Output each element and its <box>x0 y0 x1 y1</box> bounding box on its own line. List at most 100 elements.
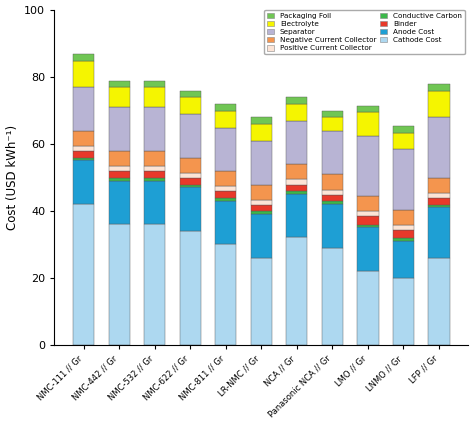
Bar <box>180 97 201 114</box>
Bar <box>428 204 450 207</box>
Bar <box>180 91 201 97</box>
Bar <box>357 271 379 345</box>
Bar <box>215 111 237 127</box>
Bar <box>180 173 201 178</box>
Bar <box>393 210 414 225</box>
Bar <box>428 193 450 198</box>
Bar <box>180 158 201 173</box>
Bar <box>428 258 450 345</box>
Bar <box>180 187 201 231</box>
Bar <box>73 151 94 158</box>
Bar <box>251 211 272 214</box>
Bar <box>251 184 272 200</box>
Bar <box>393 126 414 133</box>
Bar <box>73 204 94 345</box>
Bar <box>73 60 94 87</box>
Bar <box>286 164 308 179</box>
Bar <box>357 136 379 196</box>
Bar <box>286 97 308 104</box>
Bar <box>180 178 201 184</box>
Bar <box>286 121 308 164</box>
Bar <box>144 171 165 178</box>
Bar <box>215 171 237 186</box>
Bar <box>428 117 450 178</box>
Bar <box>144 166 165 171</box>
Y-axis label: Cost (USD kWh⁻¹): Cost (USD kWh⁻¹) <box>6 125 18 230</box>
Bar <box>251 258 272 345</box>
Bar <box>251 141 272 184</box>
Bar <box>109 87 130 108</box>
Bar <box>322 111 343 117</box>
Legend: Packaging Foil, Electrolyte, Separator, Negative Current Collector, Positive Cur: Packaging Foil, Electrolyte, Separator, … <box>264 10 465 54</box>
Bar <box>109 151 130 166</box>
Bar <box>180 114 201 158</box>
Bar <box>109 224 130 345</box>
Bar <box>322 175 343 190</box>
Bar <box>73 54 94 60</box>
Bar <box>180 184 201 187</box>
Bar <box>428 91 450 117</box>
Bar <box>144 181 165 224</box>
Bar <box>109 166 130 171</box>
Bar <box>215 191 237 198</box>
Bar <box>215 201 237 244</box>
Bar <box>215 104 237 111</box>
Bar <box>73 146 94 151</box>
Bar <box>215 186 237 191</box>
Bar <box>73 158 94 160</box>
Bar <box>322 247 343 345</box>
Bar <box>393 238 414 241</box>
Bar <box>286 238 308 345</box>
Bar <box>393 225 414 230</box>
Bar <box>322 131 343 175</box>
Bar <box>322 195 343 201</box>
Bar <box>180 231 201 345</box>
Bar <box>251 200 272 204</box>
Bar <box>215 198 237 201</box>
Bar <box>286 191 308 194</box>
Bar <box>393 230 414 238</box>
Bar <box>251 124 272 141</box>
Bar <box>357 113 379 136</box>
Bar <box>357 216 379 225</box>
Bar <box>109 178 130 181</box>
Bar <box>393 133 414 149</box>
Bar <box>393 241 414 278</box>
Bar <box>73 131 94 146</box>
Bar <box>109 81 130 87</box>
Bar <box>393 278 414 345</box>
Bar <box>357 211 379 216</box>
Bar <box>215 128 237 171</box>
Bar <box>322 190 343 195</box>
Bar <box>357 225 379 227</box>
Bar <box>322 117 343 131</box>
Bar <box>109 181 130 224</box>
Bar <box>428 84 450 91</box>
Bar <box>286 104 308 121</box>
Bar <box>286 179 308 184</box>
Bar <box>144 108 165 151</box>
Bar <box>428 207 450 258</box>
Bar <box>144 81 165 87</box>
Bar <box>144 178 165 181</box>
Bar <box>428 178 450 193</box>
Bar <box>322 204 343 247</box>
Bar <box>109 171 130 178</box>
Bar <box>357 106 379 113</box>
Bar <box>215 244 237 345</box>
Bar <box>109 108 130 151</box>
Bar <box>144 224 165 345</box>
Bar <box>144 87 165 108</box>
Bar <box>286 184 308 191</box>
Bar <box>251 117 272 124</box>
Bar <box>357 227 379 271</box>
Bar <box>322 201 343 204</box>
Bar <box>251 204 272 211</box>
Bar <box>357 196 379 211</box>
Bar <box>144 151 165 166</box>
Bar <box>286 194 308 238</box>
Bar <box>73 160 94 204</box>
Bar <box>73 87 94 131</box>
Bar <box>428 198 450 204</box>
Bar <box>251 214 272 258</box>
